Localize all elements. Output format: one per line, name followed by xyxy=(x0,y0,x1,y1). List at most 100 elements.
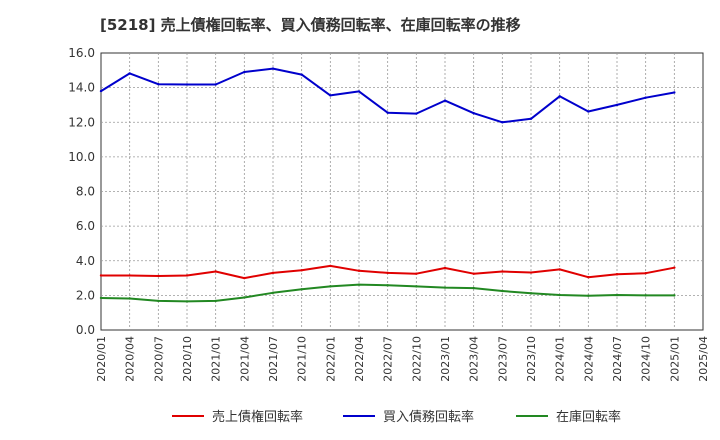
x-tick-label: 2022/10 xyxy=(410,336,423,382)
data-point xyxy=(243,276,246,280)
data-point xyxy=(501,121,504,124)
data-point xyxy=(558,293,561,297)
x-tick-label: 2021/07 xyxy=(267,336,280,382)
data-point xyxy=(587,110,590,113)
legend-label: 買入債務回転率 xyxy=(383,409,474,425)
data-point xyxy=(329,264,332,268)
data-point xyxy=(185,274,189,277)
data-point xyxy=(673,266,676,269)
y-tick-label: 14.0 xyxy=(68,81,95,95)
data-point xyxy=(529,271,533,274)
data-point xyxy=(128,274,131,277)
x-tick-label: 2022/07 xyxy=(382,336,395,382)
data-point xyxy=(415,285,418,288)
x-tick-label: 2021/04 xyxy=(238,336,251,382)
x-tick-label: 2023/07 xyxy=(496,336,509,382)
data-point xyxy=(271,271,275,275)
x-tick-label: 2020/04 xyxy=(124,336,137,382)
chart-title: [5218] 売上債権回転率、買入債務回転率、在庫回転率の推移 xyxy=(100,16,521,34)
data-point xyxy=(529,292,533,295)
data-point xyxy=(329,285,332,288)
data-point xyxy=(644,96,647,99)
y-axis-ticks: 0.0 2.0 4.0 6.0 8.0 10.0 12.0 14.0 16.0 xyxy=(68,46,95,337)
legend-label: 在庫回転率 xyxy=(556,409,621,425)
x-tick-label: 2023/10 xyxy=(525,336,538,382)
x-tick-label: 2021/10 xyxy=(296,336,309,382)
series-group xyxy=(99,67,676,303)
y-tick-label: 12.0 xyxy=(68,115,95,129)
data-point xyxy=(185,83,189,86)
data-point xyxy=(587,275,590,279)
data-point xyxy=(673,91,676,94)
y-tick-label: 8.0 xyxy=(76,185,95,199)
data-point xyxy=(386,111,389,114)
data-point xyxy=(443,266,447,270)
legend: 売上債権回転率 買入債務回転率 在庫回転率 xyxy=(172,409,621,425)
data-point xyxy=(357,90,361,93)
x-tick-label: 2024/10 xyxy=(640,336,653,382)
data-point xyxy=(673,294,676,297)
x-tick-label: 2020/07 xyxy=(152,336,165,382)
data-point xyxy=(300,269,303,272)
data-point xyxy=(128,72,131,75)
data-point xyxy=(615,293,619,297)
data-point xyxy=(157,299,160,303)
y-tick-label: 2.0 xyxy=(76,288,95,302)
data-point xyxy=(558,268,561,271)
data-point xyxy=(357,283,361,286)
data-point xyxy=(615,273,619,276)
x-tick-label: 2024/07 xyxy=(611,336,624,382)
data-point xyxy=(243,70,246,74)
data-point xyxy=(443,286,447,289)
data-point xyxy=(472,286,475,290)
data-point xyxy=(329,94,332,97)
data-point xyxy=(214,270,217,273)
x-tick-label: 2023/04 xyxy=(468,336,481,382)
x-tick-label: 2024/04 xyxy=(582,336,595,382)
data-point xyxy=(615,103,619,107)
data-point xyxy=(185,300,189,303)
data-point xyxy=(501,289,504,293)
x-axis-ticks: 2020/01 2020/04 2020/07 2020/10 2021/01 2021/… xyxy=(95,336,710,382)
y-tick-label: 0.0 xyxy=(76,323,95,337)
x-tick-label: 2025/01 xyxy=(668,336,681,382)
data-point xyxy=(529,117,533,120)
x-tick-label: 2022/04 xyxy=(353,336,366,382)
data-point xyxy=(99,89,103,93)
data-point xyxy=(214,299,217,303)
data-point xyxy=(214,83,217,86)
data-point xyxy=(443,99,447,102)
data-point xyxy=(357,269,361,272)
data-point xyxy=(558,95,561,98)
data-point xyxy=(415,112,418,115)
data-point xyxy=(386,271,389,275)
gridlines xyxy=(101,53,703,330)
data-point xyxy=(300,288,303,291)
data-point xyxy=(99,296,103,300)
data-point xyxy=(415,272,418,275)
legend-label: 売上債権回転率 xyxy=(212,409,303,425)
data-point xyxy=(128,297,131,300)
data-point xyxy=(243,296,246,299)
y-tick-label: 16.0 xyxy=(68,46,95,60)
data-point xyxy=(501,270,504,273)
data-point xyxy=(300,73,303,76)
data-point xyxy=(472,112,475,115)
x-tick-label: 2025/04 xyxy=(697,336,710,382)
data-point xyxy=(644,294,647,297)
data-point xyxy=(157,274,160,278)
data-point xyxy=(587,294,590,297)
y-tick-label: 10.0 xyxy=(68,150,95,164)
data-point xyxy=(644,272,647,275)
x-tick-label: 2022/01 xyxy=(324,336,337,382)
data-point xyxy=(157,82,160,86)
data-point xyxy=(271,291,275,294)
x-tick-label: 2020/10 xyxy=(181,336,194,382)
y-tick-label: 4.0 xyxy=(76,254,95,268)
data-point xyxy=(472,272,475,275)
data-point xyxy=(386,284,389,287)
data-point xyxy=(99,274,103,277)
x-tick-label: 2021/01 xyxy=(210,336,223,382)
y-tick-label: 6.0 xyxy=(76,219,95,233)
